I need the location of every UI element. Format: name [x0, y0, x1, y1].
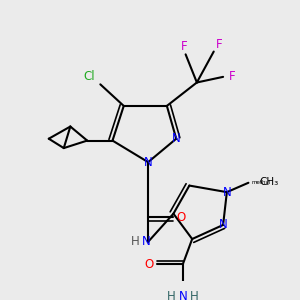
Text: H: H: [167, 290, 176, 300]
Text: F: F: [180, 40, 187, 53]
Text: N: N: [223, 186, 231, 199]
Text: N: N: [142, 235, 151, 248]
Text: CH₃: CH₃: [260, 177, 279, 187]
Text: H: H: [130, 235, 140, 248]
Text: F: F: [216, 38, 223, 51]
Text: O: O: [144, 258, 154, 271]
Text: F: F: [229, 70, 236, 83]
Text: Cl: Cl: [83, 70, 95, 83]
Text: H: H: [190, 290, 198, 300]
Text: N: N: [172, 132, 181, 145]
Text: O: O: [176, 211, 186, 224]
Text: N: N: [144, 156, 152, 169]
Text: methyl: methyl: [252, 180, 271, 185]
Text: N: N: [178, 290, 187, 300]
Text: N: N: [219, 218, 227, 231]
